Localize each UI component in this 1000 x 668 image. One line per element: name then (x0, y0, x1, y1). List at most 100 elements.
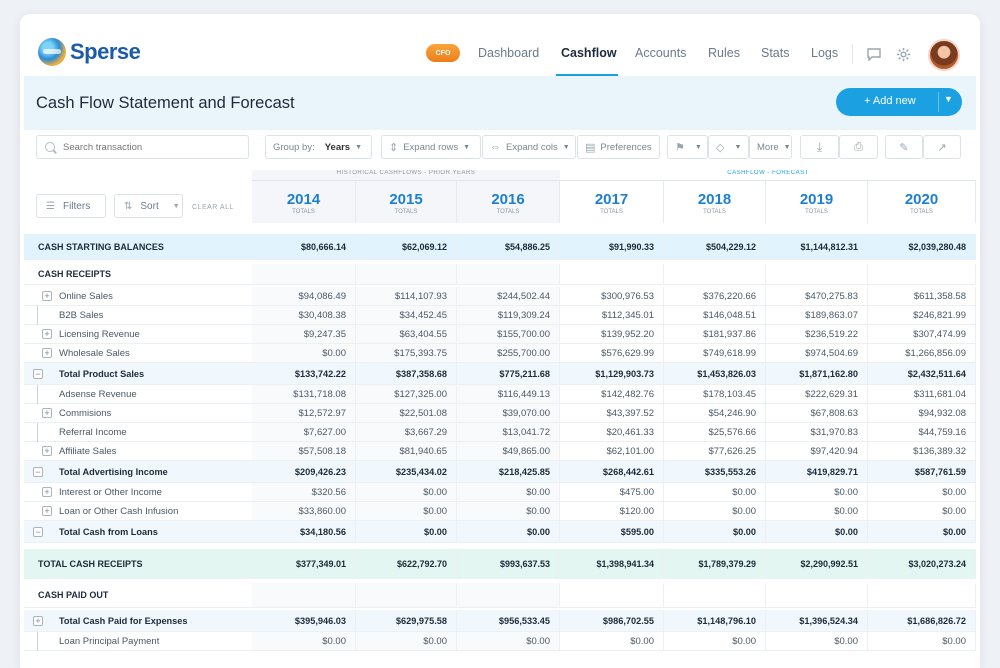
value-cell[interactable]: $475.00 (560, 483, 664, 501)
chevron-down-icon[interactable]: ▼ (944, 94, 953, 104)
value-cell[interactable]: $13,041.72 (457, 423, 560, 441)
value-cell[interactable]: $1,129,903.73 (560, 363, 664, 384)
value-cell[interactable]: $307,474.99 (868, 325, 976, 343)
value-cell[interactable]: $0.00 (252, 632, 356, 650)
value-cell[interactable]: $1,148,796.10 (664, 610, 766, 631)
nav-stats[interactable]: Stats (761, 46, 790, 60)
value-cell[interactable]: $12,572.97 (252, 404, 356, 422)
value-cell[interactable]: $142,482.76 (560, 385, 664, 403)
expand-icon[interactable]: + (42, 487, 52, 497)
value-cell[interactable]: $0.00 (664, 502, 766, 520)
table-row[interactable]: + Interest or Other Income $320.56 $0.00 $0.… (24, 483, 976, 502)
table-row[interactable]: Loan Principal Payment $0.00 $0.00 $0.00 $0.… (24, 632, 976, 651)
value-cell[interactable]: $44,759.16 (868, 423, 976, 441)
nav-cashflow[interactable]: Cashflow (561, 46, 617, 60)
more-button[interactable]: More ▼ (749, 135, 792, 159)
value-cell[interactable]: $0.00 (766, 502, 868, 520)
value-cell[interactable]: $7,627.00 (252, 423, 356, 441)
value-cell[interactable]: $1,686,826.72 (868, 610, 976, 631)
value-cell[interactable] (560, 583, 664, 607)
value-cell[interactable]: $0.00 (252, 344, 356, 362)
value-cell[interactable]: $181,937.86 (664, 325, 766, 343)
value-cell[interactable]: $131,718.08 (252, 385, 356, 403)
value-cell[interactable]: $114,107.93 (356, 287, 457, 305)
table-row[interactable]: + Affiliate Sales $57,508.18 $81,940.65 $49,… (24, 442, 976, 461)
value-cell[interactable]: $0.00 (766, 521, 868, 542)
summary-row[interactable]: CASH STARTING BALANCES $80,666.14 $62,069.… (24, 234, 976, 260)
collapse-icon[interactable]: − (33, 466, 43, 477)
brand-logo[interactable]: Sperse (38, 37, 141, 67)
chat-icon[interactable] (865, 46, 883, 62)
value-cell[interactable] (766, 583, 868, 607)
value-cell[interactable]: $155,700.00 (457, 325, 560, 343)
section-header-row[interactable]: CASH RECEIPTS (24, 264, 976, 285)
table-row[interactable]: + Licensing Revenue $9,247.35 $63,404.55 $15… (24, 325, 976, 344)
nav-rules[interactable]: Rules (708, 46, 740, 60)
year-column-header[interactable]: 2015 TOTALS (356, 181, 457, 223)
value-cell[interactable]: $0.00 (664, 483, 766, 501)
clear-all-link[interactable]: CLEAR ALL (192, 204, 234, 211)
value-cell[interactable]: $1,266,856.09 (868, 344, 976, 362)
expand-icon[interactable]: + (42, 408, 52, 418)
value-cell[interactable]: $30,408.38 (252, 306, 356, 324)
value-cell[interactable]: $595.00 (560, 521, 664, 542)
value-cell[interactable]: $0.00 (868, 632, 976, 650)
value-cell[interactable]: $246,821.99 (868, 306, 976, 324)
expand-icon[interactable]: + (42, 291, 52, 301)
value-cell[interactable]: $222,629.31 (766, 385, 868, 403)
table-row[interactable]: Referral Income $7,627.00 $3,667.29 $13,041… (24, 423, 976, 442)
year-column-header[interactable]: 2017 TOTALS (560, 181, 664, 223)
value-cell[interactable]: $395,946.03 (252, 610, 356, 631)
table-row[interactable]: Adsense Revenue $131,718.08 $127,325.00 $11… (24, 385, 976, 404)
value-cell[interactable] (457, 583, 560, 607)
value-cell[interactable]: $0.00 (868, 483, 976, 501)
value-cell[interactable] (868, 264, 976, 284)
value-cell[interactable]: $34,452.45 (356, 306, 457, 324)
value-cell[interactable] (356, 583, 457, 607)
value-cell[interactable] (560, 264, 664, 284)
value-cell[interactable]: $387,358.68 (356, 363, 457, 384)
group-by-select[interactable]: Group by: Years ▼ (265, 135, 372, 159)
year-column-header[interactable]: 2019 TOTALS (766, 181, 868, 223)
notes-button[interactable]: ✎ (885, 135, 923, 159)
value-cell[interactable]: $300,976.53 (560, 287, 664, 305)
value-cell[interactable]: $611,358.58 (868, 287, 976, 305)
table-row[interactable]: + Loan or Other Cash Infusion $33,860.00 $0… (24, 502, 976, 521)
value-cell[interactable]: $268,442.61 (560, 461, 664, 482)
value-cell[interactable]: $0.00 (356, 632, 457, 650)
value-cell[interactable]: $80,666.14 (252, 234, 356, 259)
value-cell[interactable]: $587,761.59 (868, 461, 976, 482)
value-cell[interactable]: $320.56 (252, 483, 356, 501)
value-cell[interactable]: $0.00 (766, 483, 868, 501)
value-cell[interactable]: $2,290,992.51 (766, 549, 868, 578)
tag-filter-button[interactable]: ◇ ▼ (708, 135, 749, 159)
value-cell[interactable]: $34,180.56 (252, 521, 356, 542)
search-input[interactable] (63, 141, 233, 153)
table-row[interactable]: + Commisions $12,572.97 $22,501.08 $39,070.0… (24, 404, 976, 423)
summary-row[interactable]: TOTAL CASH RECEIPTS $377,349.01 $622,792.7… (24, 549, 976, 579)
preferences-button[interactable]: ▤ Preferences (577, 135, 660, 159)
sort-button[interactable]: ⇅ Sort ▼ (114, 194, 183, 218)
value-cell[interactable]: $175,393.75 (356, 344, 457, 362)
value-cell[interactable]: $236,519.22 (766, 325, 868, 343)
value-cell[interactable]: $49,865.00 (457, 442, 560, 460)
value-cell[interactable] (457, 264, 560, 284)
value-cell[interactable]: $3,020,273.24 (868, 549, 976, 578)
year-column-header[interactable]: 2018 TOTALS (664, 181, 766, 223)
year-column-header[interactable]: 2016 TOTALS (457, 181, 560, 223)
value-cell[interactable]: $0.00 (664, 632, 766, 650)
value-cell[interactable]: $112,345.01 (560, 306, 664, 324)
nav-accounts[interactable]: Accounts (635, 46, 687, 60)
table-row[interactable]: B2B Sales $30,408.38 $34,452.45 $119,309.24… (24, 306, 976, 325)
value-cell[interactable]: $629,975.58 (356, 610, 457, 631)
value-cell[interactable]: $235,434.02 (356, 461, 457, 482)
value-cell[interactable]: $139,952.20 (560, 325, 664, 343)
value-cell[interactable]: $62,069.12 (356, 234, 457, 259)
value-cell[interactable] (868, 583, 976, 607)
value-cell[interactable]: $1,789,379.29 (664, 549, 766, 578)
download-button[interactable]: ⤓ (800, 135, 839, 159)
value-cell[interactable]: $119,309.24 (457, 306, 560, 324)
value-cell[interactable]: $209,426.23 (252, 461, 356, 482)
nav-dashboard[interactable]: Dashboard (478, 46, 540, 60)
flag-filter-button[interactable]: ⚑ ▼ (667, 135, 708, 159)
